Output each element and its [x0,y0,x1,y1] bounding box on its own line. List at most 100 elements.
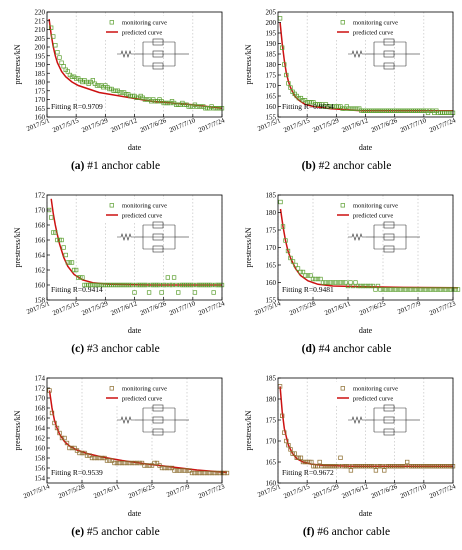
caption-text: #4 anchor cable [315,343,392,355]
monitoring-point [169,282,175,288]
x-tick-label: 2017/7/10 [399,117,428,134]
model-dashpot [383,221,395,229]
fitting-label: Fitting R=0.9709 [51,102,103,111]
caption-text: #6 anchor cable [314,526,391,538]
chart-panel: 160 165 170 175 180 185 190 195 200 205 210 215 220 2… [0,0,231,183]
monitoring-point [174,468,180,473]
model-dashpot [383,50,395,58]
monitoring-point [129,460,135,466]
monitoring-point [202,470,207,476]
x-tick-label: 2017/5/15 [283,117,312,134]
monitoring-point [398,287,403,292]
monitoring-point [393,287,398,292]
monitoring-point [370,283,376,289]
monitoring-point [430,287,436,292]
monitoring-point [288,447,293,452]
monitoring-point [413,287,418,292]
monitoring-point [79,450,85,456]
monitoring-point [179,468,185,473]
monitoring-point [286,443,291,448]
y-tick-label: 185 [35,70,46,78]
y-tick-label: 168 [35,222,46,230]
monitoring-point [61,64,66,69]
legend-predicted-label: predicted curve [122,213,162,220]
monitoring-point [109,458,115,463]
monitoring-point [438,287,443,292]
monitoring-point [157,463,162,468]
panel-caption: (f) #6 anchor cable [231,526,462,538]
x-tick-label: 2017/5/15 [283,483,312,500]
monitoring-point [288,85,293,90]
x-tick-label: 2017/6/26 [139,117,168,134]
monitoring-point [402,464,408,469]
monitoring-point [184,468,190,473]
monitoring-point [290,259,296,264]
fitting-label: Fitting R=0.9539 [51,468,103,477]
x-tick-label: 2017/7/24 [198,117,227,134]
x-tick-label: 2017/7/23 [429,300,458,317]
x-tick-label: 2017/7/24 [198,300,227,317]
monitoring-point [358,283,363,289]
monitoring-point [92,455,97,461]
rheological-model-diagram [348,221,420,253]
monitoring-point [435,287,441,292]
monitoring-point [169,465,175,471]
legend-box [335,199,395,221]
legend-box [104,16,164,38]
monitoring-point [144,463,150,468]
panel-caption: (b) #2 anchor cable [231,160,462,172]
monitoring-point [99,455,105,461]
rheological-model-diagram [348,38,420,70]
chart-panel: 154 156 158 160 162 164 166 168 170 172 174 2017/5/… [0,366,231,549]
monitoring-point [162,465,167,471]
monitoring-point [350,283,356,289]
y-tick-label: 165 [266,262,277,270]
y-tick-label: 180 [266,61,277,69]
monitoring-point [355,283,361,289]
monitoring-point [308,273,313,278]
monitoring-point [283,238,288,243]
monitoring-point [89,455,95,461]
x-tick-label: 2017/6/26 [139,300,168,317]
monitoring-point [325,280,331,285]
monitoring-point [114,460,120,466]
monitoring-point [371,464,376,469]
monitoring-point [167,465,172,471]
y-tick-label: 168 [35,405,46,413]
monitoring-point [368,283,373,289]
legend-monitoring-symbol [340,203,345,208]
chart-panel: 160 165 170 175 180 185 2017/5/1 2017/5/15 2017/… [231,366,462,549]
plot-frame [46,377,223,484]
monitoring-point [211,290,216,295]
y-tick-label: 164 [35,425,46,433]
model-dashpot [152,404,164,412]
legend-predicted-label: predicted curve [122,30,162,37]
legend-monitoring-label: monitoring curve [122,203,167,210]
y-tick-label: 166 [35,415,46,423]
monitoring-point [336,464,341,469]
monitoring-point [53,43,58,48]
model-dashpot [383,233,395,241]
y-tick-label: 185 [266,192,277,200]
monitoring-point [380,464,385,469]
chart-panel: 158 160 162 164 166 168 170 172 2017/5/1 2017/5/1… [0,183,231,366]
caption-tag: (d) [301,343,316,355]
monitoring-point [292,451,297,456]
monitoring-point [217,470,222,476]
monitoring-point [400,287,406,292]
predicted-curve-line [279,208,459,289]
y-tick-label: 158 [35,297,46,305]
monitoring-point [63,252,68,258]
predicted-curve-line [48,18,223,110]
x-tick-label: 2017/5/15 [52,117,81,134]
rheological-model-diagram [117,404,189,436]
legend-monitoring-symbol [109,20,114,25]
y-tick-label: 154 [35,475,46,483]
legend-monitoring-label: monitoring curve [353,386,398,393]
monitoring-point [300,269,306,275]
monitoring-point [448,287,453,292]
y-tick-label: 160 [35,114,46,122]
x-tick-label: 2017/5/15 [52,300,81,317]
x-tick-label: 2017/7/23 [198,483,227,500]
